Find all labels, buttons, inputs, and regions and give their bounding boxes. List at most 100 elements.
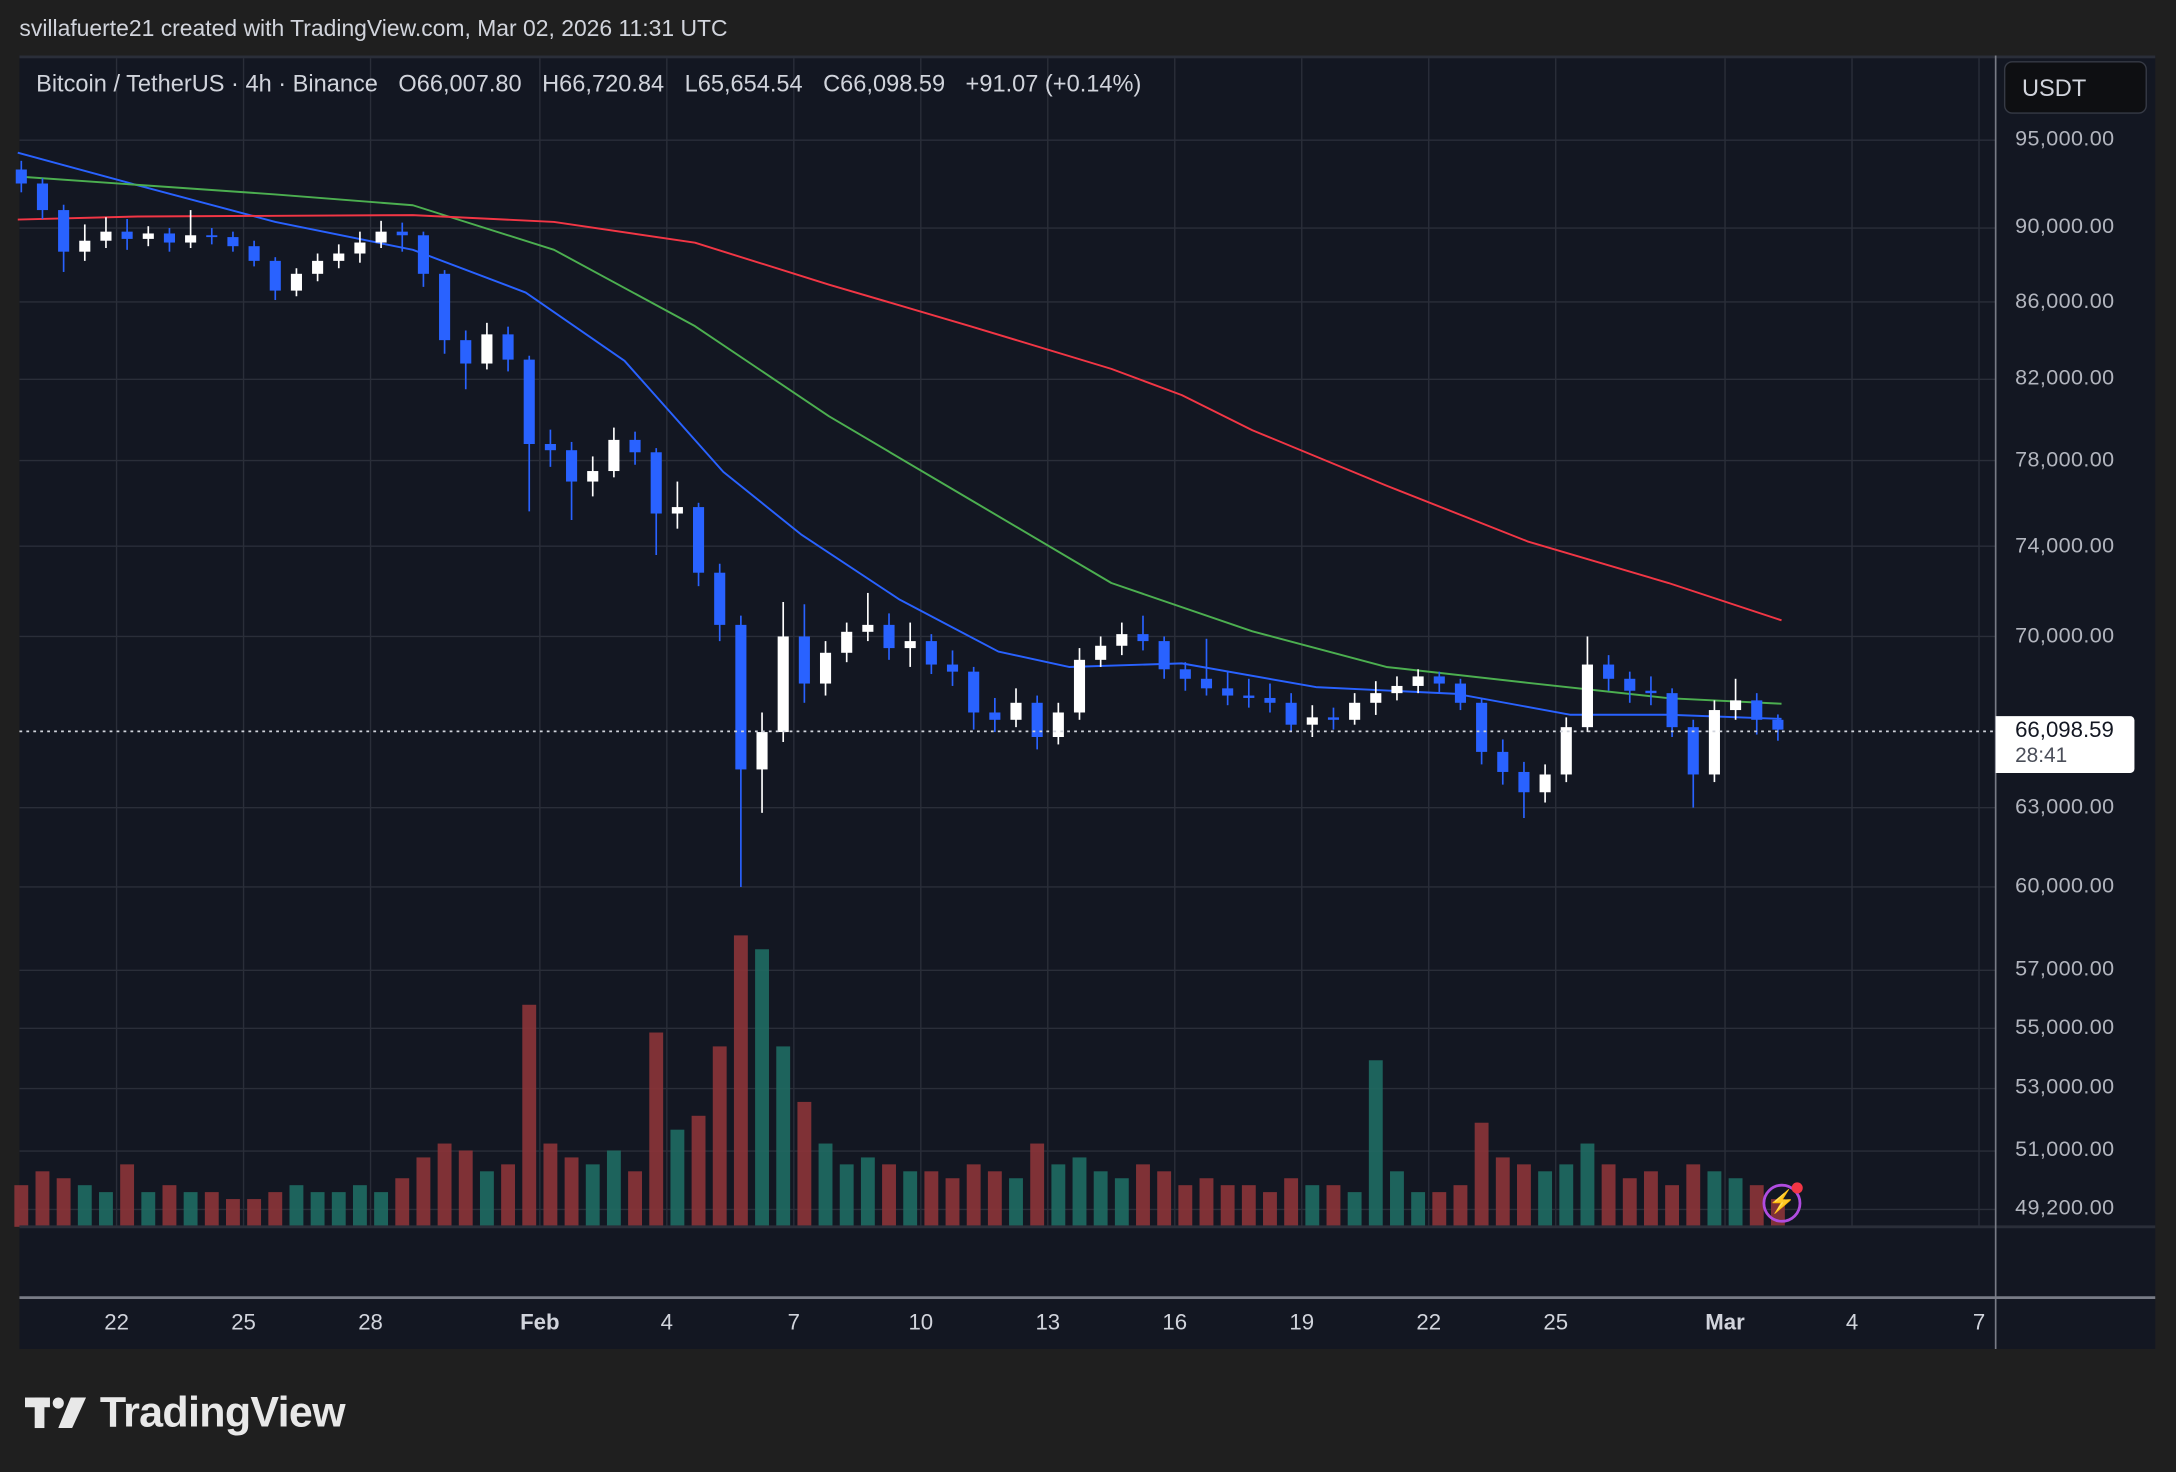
candle[interactable] [1010,688,1022,728]
candle[interactable] [481,322,493,370]
candle[interactable] [1581,636,1593,733]
volume-bar [1178,1185,1193,1227]
candle[interactable] [36,178,49,220]
candle[interactable] [1708,700,1720,783]
candle[interactable] [1370,681,1382,715]
candle[interactable] [269,257,281,301]
candle[interactable] [502,326,514,372]
candle[interactable] [608,427,620,478]
candle[interactable] [523,355,535,512]
candle[interactable] [227,231,239,252]
candle[interactable] [1285,693,1297,733]
candle[interactable] [58,204,70,272]
candle[interactable] [1031,695,1043,750]
candle[interactable] [248,240,260,267]
volume-bar [1453,1185,1468,1227]
candle[interactable] [1073,648,1086,720]
candle[interactable] [15,160,27,193]
candle[interactable] [819,641,832,696]
candle[interactable] [417,231,429,287]
candle[interactable] [798,604,810,703]
candle[interactable] [163,228,176,252]
candle[interactable] [1454,678,1467,711]
candle[interactable] [312,253,324,282]
candle[interactable] [396,222,408,252]
candle[interactable] [904,622,916,667]
candle[interactable] [1433,671,1445,694]
candle[interactable] [1243,678,1255,708]
candle[interactable] [629,431,641,465]
candle[interactable] [1476,697,1488,765]
candle[interactable] [587,456,599,497]
moving-average-line-red[interactable] [17,214,1782,622]
currency-button[interactable]: USDT [2003,61,2147,114]
candle[interactable] [544,429,556,467]
candle[interactable] [206,228,218,245]
candle[interactable] [79,224,91,261]
candle-body [460,340,472,364]
candle[interactable] [121,219,133,250]
candle[interactable] [1349,693,1361,725]
candle[interactable] [1539,764,1551,803]
candle[interactable] [1116,622,1128,656]
candle[interactable] [946,650,959,686]
candle[interactable] [925,634,937,675]
candle[interactable] [142,226,154,247]
candle[interactable] [1264,683,1276,713]
candle[interactable] [185,210,197,249]
candle[interactable] [375,220,387,249]
candle[interactable] [1751,693,1763,735]
candle[interactable] [1497,739,1509,785]
price-tick-label: 78,000.00 [2015,448,2115,472]
volume-bar [1580,1143,1595,1227]
candle[interactable] [692,502,705,587]
candle[interactable] [460,330,472,390]
candle[interactable] [1327,707,1340,730]
candle[interactable] [989,697,1001,733]
candle-body [396,231,408,236]
candle-body [798,636,810,684]
legend-symbol[interactable]: Bitcoin / TetherUS · 4h · Binance [36,70,378,98]
candle[interactable] [1560,717,1572,783]
candle[interactable] [1666,688,1678,738]
candle[interactable] [1158,636,1170,679]
candle[interactable] [735,615,747,887]
candle[interactable] [1687,719,1699,808]
candle[interactable] [333,244,345,269]
moving-average-line-green[interactable] [17,175,1782,705]
candle[interactable] [671,481,683,529]
candle[interactable] [354,231,366,263]
candle[interactable] [883,613,895,660]
candle[interactable] [1645,676,1657,706]
candle-body [1010,702,1022,720]
candle[interactable] [1179,662,1191,691]
moving-average-line-blue[interactable] [17,151,1782,720]
candle[interactable] [100,217,112,249]
candle[interactable] [862,592,874,642]
candle[interactable] [650,448,662,555]
candle[interactable] [756,712,768,813]
candle[interactable] [566,441,578,520]
candle[interactable] [841,622,853,663]
candle[interactable] [439,270,451,354]
candle[interactable] [1624,671,1636,703]
candle[interactable] [777,601,789,742]
candle[interactable] [1137,615,1149,651]
candle[interactable] [1095,636,1107,667]
candle[interactable] [290,268,302,297]
candle[interactable] [1306,705,1318,738]
candle[interactable] [968,666,980,730]
candle[interactable] [1412,669,1424,694]
candle[interactable] [1518,761,1530,819]
candle[interactable] [714,563,726,642]
candle-body [1349,702,1361,720]
candle[interactable] [1391,676,1403,701]
candle[interactable] [1730,678,1742,720]
candle[interactable] [1222,671,1234,706]
candle[interactable] [1772,714,1784,741]
lightning-alert-icon[interactable]: ⚡ [1762,1183,1802,1223]
candle[interactable] [1052,702,1064,745]
candle[interactable] [1200,638,1213,696]
candle[interactable] [1603,655,1615,691]
